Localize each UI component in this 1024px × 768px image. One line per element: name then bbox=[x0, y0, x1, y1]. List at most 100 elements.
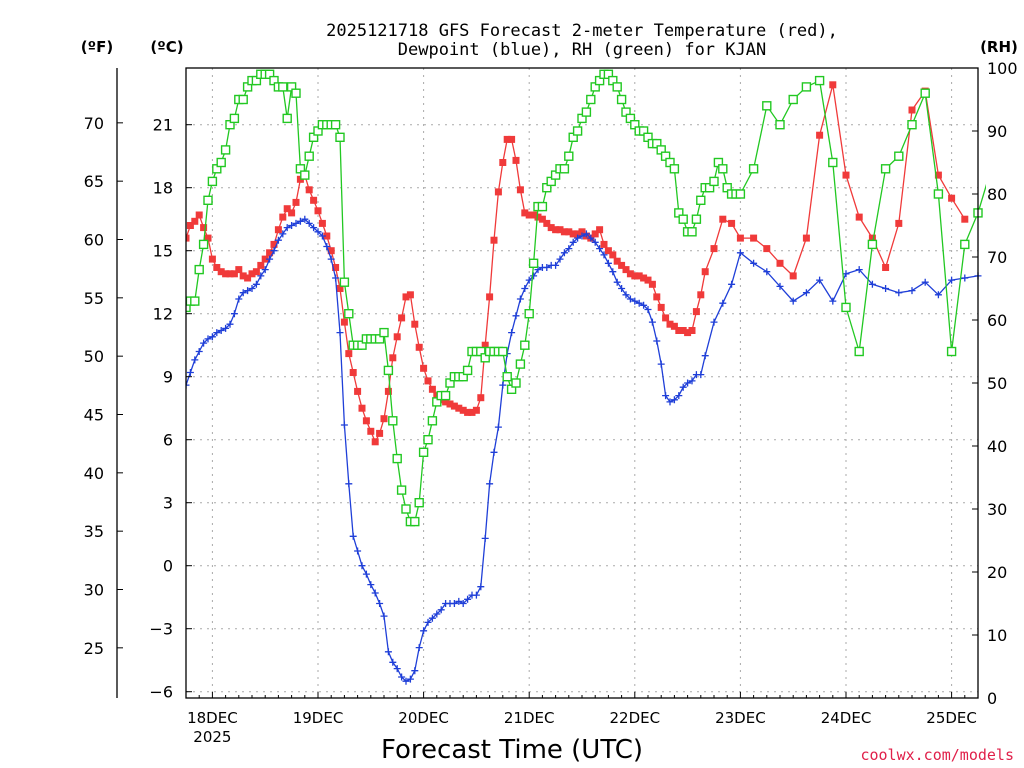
temperature-point bbox=[384, 387, 392, 395]
dewpoint-point bbox=[266, 255, 274, 263]
temperature-point bbox=[547, 224, 555, 232]
dewpoint-point bbox=[631, 297, 639, 305]
rh-point bbox=[987, 165, 995, 173]
dewpoint-point bbox=[411, 667, 419, 675]
temperature-point bbox=[292, 198, 300, 206]
temperature-point bbox=[684, 329, 692, 337]
x-axis-title: Forecast Time (UTC) bbox=[381, 735, 643, 765]
temperature-point bbox=[486, 293, 494, 301]
rh-point bbox=[709, 176, 719, 187]
rh-point bbox=[687, 227, 697, 237]
temperature-point bbox=[882, 264, 890, 271]
axis-ticks: 211815129630−3−6706560555045403530251009… bbox=[84, 59, 1018, 746]
temperature-point bbox=[701, 268, 709, 276]
fahrenheit-tick-label: 45 bbox=[84, 406, 104, 425]
dewpoint-point bbox=[750, 259, 758, 267]
temperature-point bbox=[829, 81, 837, 89]
fahrenheit-tick-label: 60 bbox=[84, 231, 104, 250]
dewpoint-point bbox=[481, 534, 489, 542]
temperature-point bbox=[490, 236, 498, 244]
dewpoint-point bbox=[816, 276, 824, 284]
dewpoint-point bbox=[719, 299, 727, 307]
rh-point bbox=[304, 151, 314, 161]
temperature-point bbox=[314, 207, 322, 215]
temperature-point bbox=[336, 285, 344, 292]
celsius-tick-label: 18 bbox=[153, 179, 173, 198]
rh-point bbox=[190, 296, 200, 306]
series-layer bbox=[186, 69, 995, 685]
dewpoint-point bbox=[521, 285, 529, 292]
dewpoint-point bbox=[195, 348, 203, 355]
rh-point bbox=[392, 453, 402, 464]
temperature-point bbox=[204, 234, 212, 242]
temperature-point bbox=[455, 404, 463, 412]
rh-point bbox=[762, 101, 772, 111]
temperature-point bbox=[424, 377, 432, 385]
dewpoint-point bbox=[653, 337, 661, 345]
dewpoint-point bbox=[358, 562, 366, 570]
rh-point bbox=[801, 82, 812, 92]
dewpoint-point bbox=[213, 329, 221, 337]
dewpoint-point bbox=[208, 333, 216, 341]
temperature-point bbox=[230, 270, 238, 278]
dewpoint-point bbox=[428, 614, 436, 622]
temperature-point bbox=[662, 314, 670, 322]
dewpoint-point bbox=[543, 264, 551, 271]
rh-point bbox=[344, 309, 354, 319]
x-tick-label: 20DEC bbox=[398, 709, 449, 727]
temperature-point bbox=[310, 196, 318, 204]
dewpoint-point bbox=[415, 644, 423, 652]
dewpoint-point bbox=[618, 285, 626, 292]
rh-point bbox=[691, 214, 702, 224]
rh-point bbox=[291, 88, 301, 98]
rh-point bbox=[669, 164, 680, 174]
x-tick-label: 25DEC bbox=[926, 709, 977, 727]
temperature-point bbox=[816, 131, 824, 139]
dewpoint-point bbox=[855, 266, 863, 274]
temperature-point bbox=[186, 234, 190, 242]
rh-tick-label: 60 bbox=[987, 311, 1007, 330]
rh-point bbox=[383, 365, 394, 376]
celsius-tick-label: 9 bbox=[163, 368, 173, 387]
dewpoint-point bbox=[226, 320, 234, 328]
rh-point bbox=[194, 264, 204, 275]
celsius-tick-label: −3 bbox=[149, 620, 173, 639]
temperature-point bbox=[235, 266, 243, 274]
dewpoint-point bbox=[560, 249, 568, 257]
rh-point bbox=[920, 88, 930, 98]
dewpoint-point bbox=[186, 381, 190, 389]
temperature-point bbox=[604, 247, 612, 255]
rh-point bbox=[401, 504, 411, 514]
temperature-point bbox=[648, 280, 656, 288]
dewpoint-point bbox=[301, 215, 309, 223]
rh-point bbox=[586, 94, 596, 105]
dewpoint-point bbox=[908, 287, 916, 295]
dewpoint-point bbox=[644, 306, 652, 313]
rh-point bbox=[440, 390, 451, 401]
dewpoint-point bbox=[340, 421, 348, 429]
dewpoint-point bbox=[398, 673, 406, 681]
x-tick-label: 18DEC bbox=[187, 709, 238, 727]
dewpoint-point bbox=[433, 610, 441, 618]
rh-point bbox=[330, 119, 341, 130]
temperature-point bbox=[345, 350, 353, 358]
dewpoint-point bbox=[600, 251, 608, 259]
temperature-point bbox=[776, 259, 784, 267]
temperature-point bbox=[252, 268, 260, 276]
temperature-point bbox=[666, 320, 674, 328]
dewpoint-point bbox=[530, 272, 538, 280]
temperature-point bbox=[477, 394, 485, 402]
rh-tick-label: 20 bbox=[987, 563, 1007, 582]
temperature-point bbox=[186, 222, 194, 229]
temperature-point bbox=[521, 209, 529, 217]
rh-point bbox=[841, 302, 851, 313]
temperature-point bbox=[675, 327, 683, 334]
dewpoint-point bbox=[882, 285, 890, 292]
rh-point bbox=[520, 340, 530, 350]
dewpoint-point bbox=[367, 581, 375, 589]
temperature-point bbox=[274, 226, 282, 234]
temperature-point bbox=[305, 186, 313, 194]
dewpoint-point bbox=[362, 570, 370, 578]
temperature-point bbox=[512, 156, 520, 164]
